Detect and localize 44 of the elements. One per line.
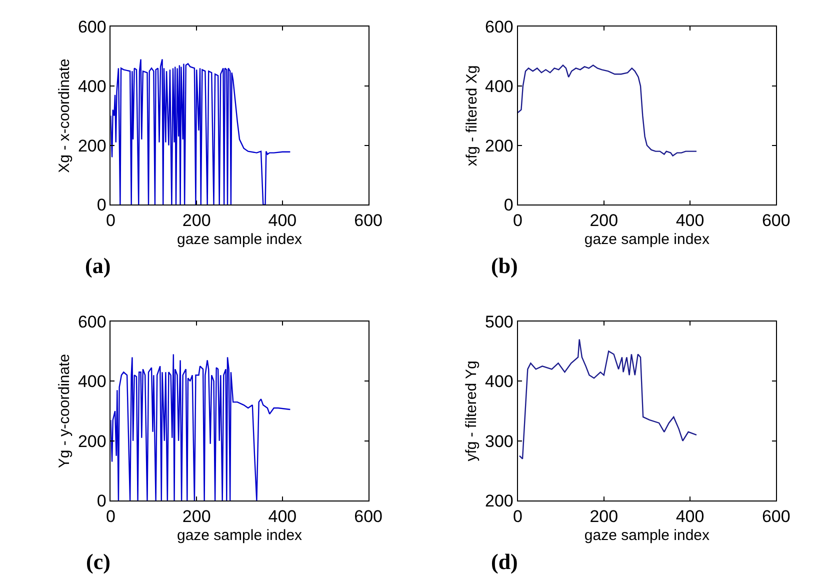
- y-axis-title: yfg - filtered Yg: [463, 360, 480, 462]
- y-tick-label: 0: [96, 196, 106, 215]
- x-tick-label: 200: [182, 507, 211, 526]
- text: (b): [491, 253, 518, 278]
- y-tick-label: 600: [78, 312, 106, 332]
- y-tick-label: 600: [485, 18, 514, 37]
- x-axis-title: gaze sample index: [584, 527, 710, 544]
- x-tick-label: 400: [676, 507, 704, 526]
- x-tick-label: 400: [268, 211, 297, 230]
- y-tick-label: 400: [78, 372, 106, 392]
- y-tick-label: 500: [485, 312, 514, 332]
- y-tick-label: 400: [485, 76, 514, 96]
- x-tick-label: 600: [762, 507, 790, 526]
- y-tick-label: 200: [78, 432, 106, 451]
- line-series: [518, 64, 698, 156]
- x-tick-label: 600: [762, 211, 790, 230]
- y-tick-label: 300: [485, 432, 514, 451]
- y-axis-title: Xg - x-coordinate: [56, 58, 74, 173]
- line-series: [518, 338, 698, 460]
- x-tick-label: 400: [268, 507, 297, 526]
- y-tick-label: 200: [485, 492, 514, 511]
- y-tick-label: 200: [78, 136, 106, 156]
- line-series: [110, 354, 291, 501]
- text: (c): [86, 549, 110, 574]
- x-axis-title: gaze sample index: [584, 231, 710, 248]
- text: (a): [85, 253, 111, 278]
- y-tick-label: 0: [96, 492, 106, 511]
- y-tick-label: 600: [78, 18, 106, 37]
- x-tick-label: 400: [676, 211, 704, 230]
- line-series: [110, 58, 291, 205]
- x-tick-label: 200: [182, 211, 211, 230]
- x-axis-title: gaze sample index: [176, 527, 303, 544]
- text: (d): [491, 549, 518, 574]
- x-tick-label: 600: [354, 211, 383, 230]
- y-tick-label: 0: [504, 196, 514, 215]
- x-tick-label: 200: [590, 507, 618, 526]
- y-axis-title: Yg - y-coordinate: [56, 354, 74, 468]
- x-tick-label: 600: [354, 507, 383, 526]
- y-tick-label: 400: [78, 76, 106, 96]
- x-axis-title: gaze sample index: [176, 231, 303, 248]
- y-tick-label: 400: [485, 372, 514, 392]
- y-axis-title: xfg - filtered Xg: [463, 65, 480, 166]
- y-tick-label: 200: [485, 136, 514, 156]
- x-tick-label: 200: [590, 211, 618, 230]
